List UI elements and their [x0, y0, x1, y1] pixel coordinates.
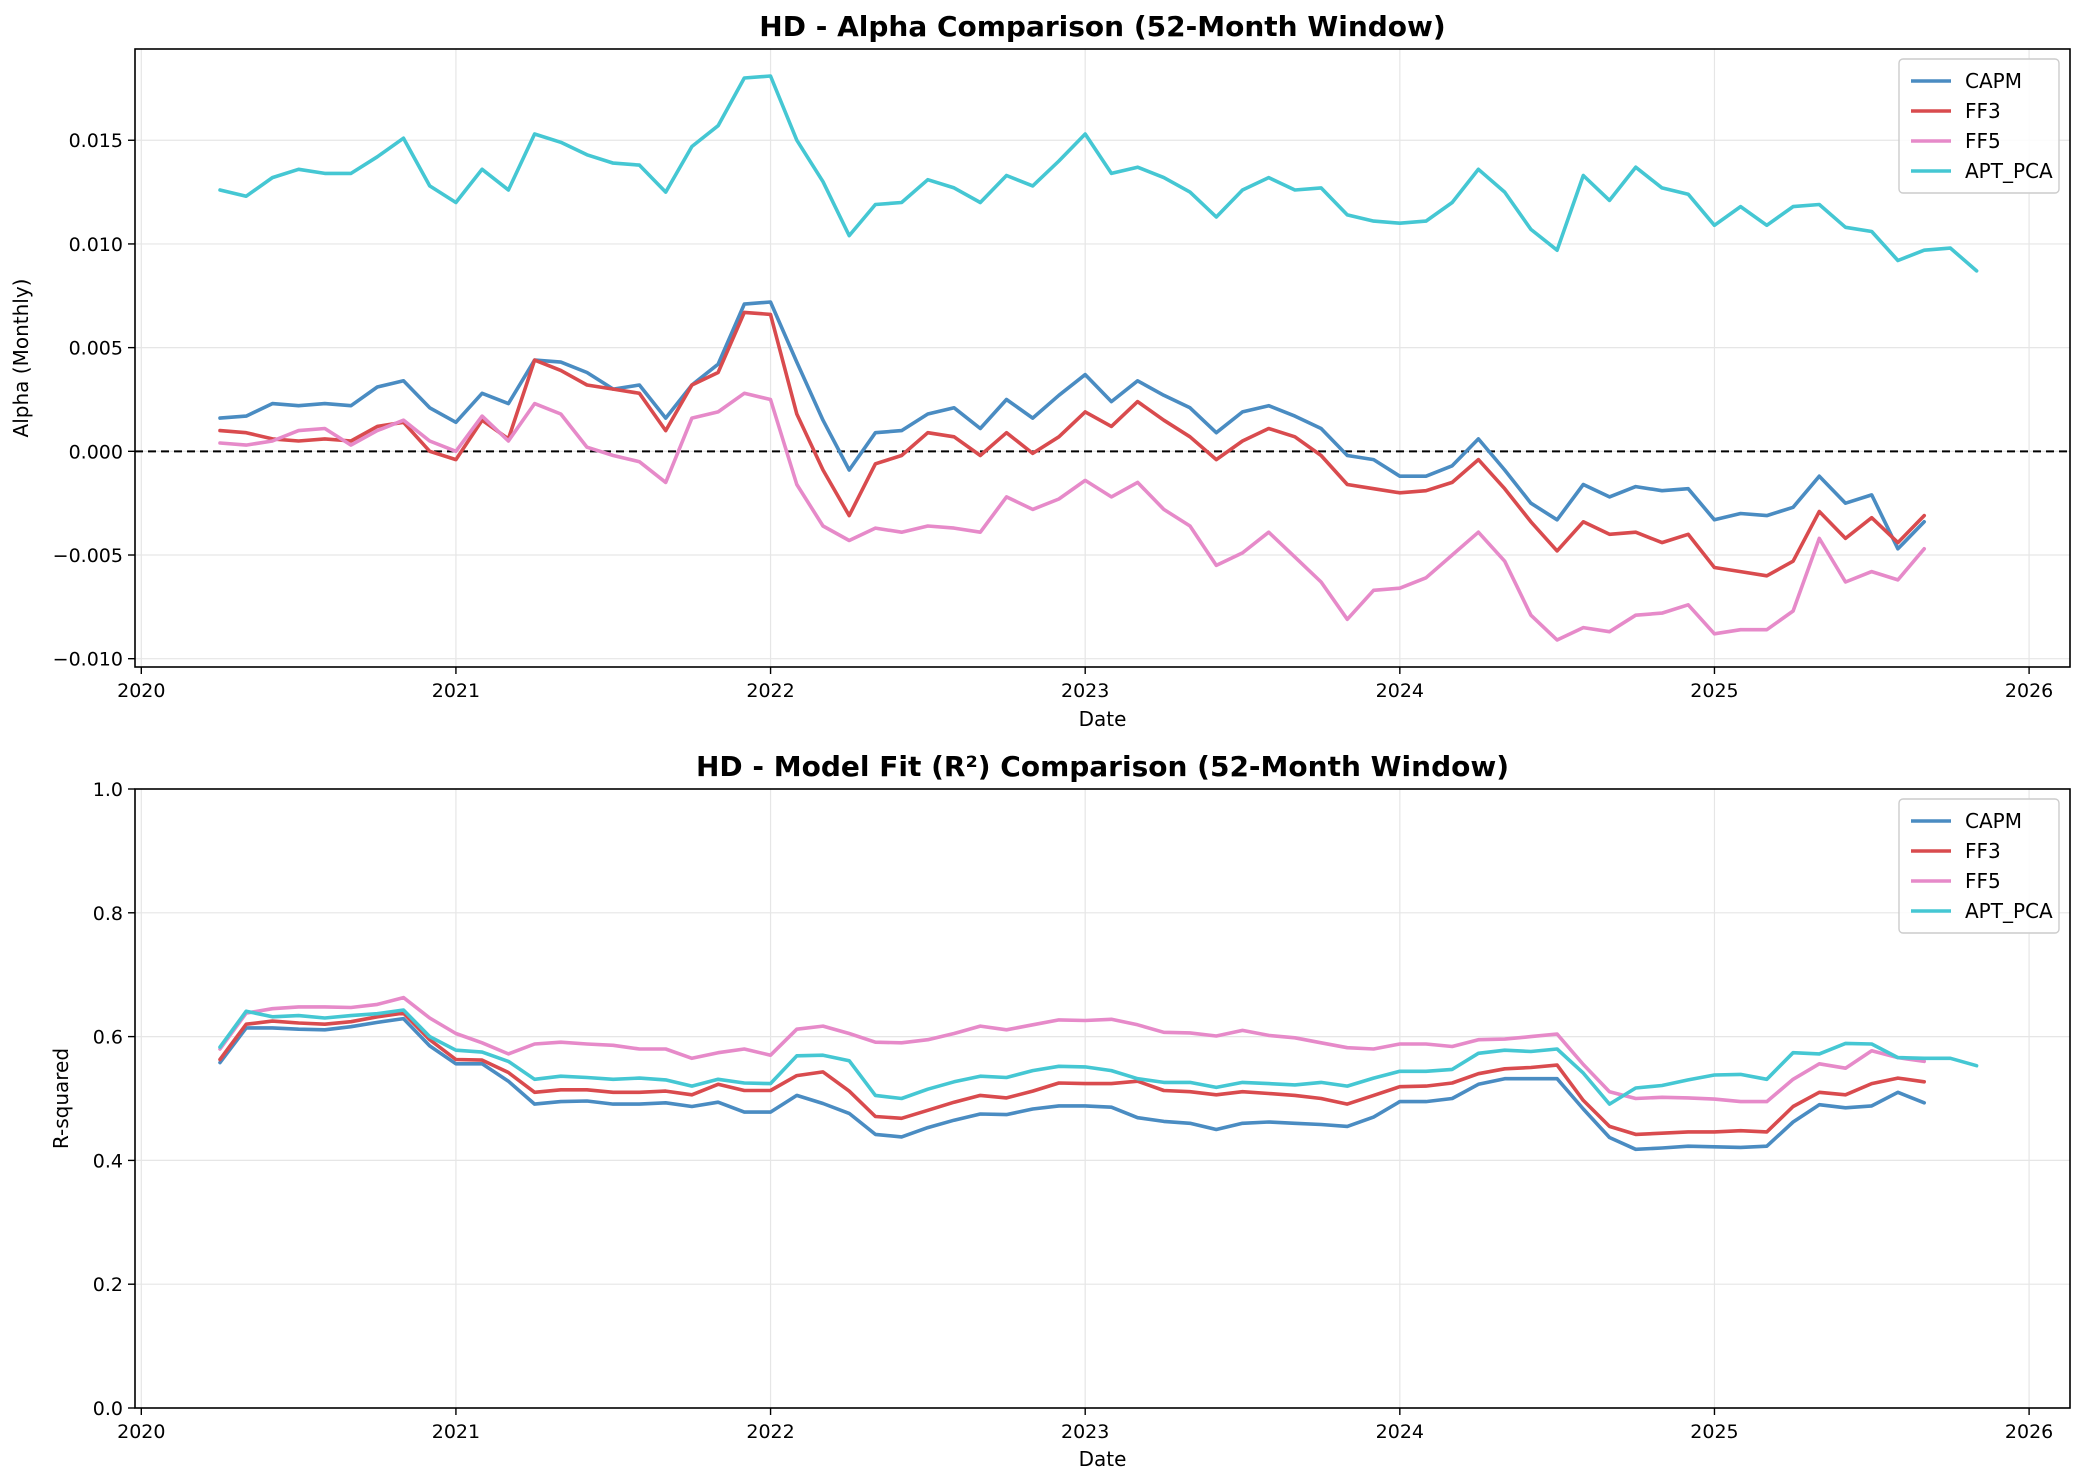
y-tick-label: 0.005 [69, 338, 123, 360]
series-line-capm [218, 300, 1926, 551]
legend-box [1898, 58, 2060, 194]
axes-frame [134, 48, 2071, 668]
y-axis-label: R-squared [49, 1048, 73, 1149]
legend: CAPM FF3 FF5 APT_PCA [1898, 798, 2060, 934]
x-tick-label: 2021 [432, 680, 480, 702]
chart-title: HD - Model Fit (R²) Comparison (52-Month… [696, 750, 1509, 783]
x-tick-label: 2024 [1376, 680, 1424, 702]
y-tick-label: 0.6 [93, 1027, 123, 1049]
y-tick-label: 0.000 [69, 441, 123, 463]
legend-label: CAPM [1965, 69, 2022, 93]
legend-label: APT_PCA [1965, 159, 2053, 183]
series-line-ff3 [218, 310, 1926, 578]
x-tick-label: 2022 [746, 1421, 794, 1443]
legend-label: FF5 [1965, 869, 2001, 893]
series-line-apt-pca [218, 1008, 1979, 1106]
x-tick-label: 2026 [2005, 680, 2053, 702]
legend-box [1898, 798, 2060, 934]
x-tick-label: 2024 [1376, 1421, 1424, 1443]
axes-frame [134, 788, 2071, 1409]
legend-label: FF3 [1965, 99, 2001, 123]
series-line-ff5 [218, 995, 1926, 1104]
x-tick-label: 2020 [117, 680, 165, 702]
x-tick-label: 2026 [2005, 1421, 2053, 1443]
legend-label: APT_PCA [1965, 899, 2053, 923]
y-tick-label: −0.005 [53, 545, 123, 567]
chart-panel-2: 2020 2021 2022 2023 2024 2025 2026 0.0 0.2 0.4 0.6… [49, 750, 2071, 1471]
legend-label: FF3 [1965, 839, 2001, 863]
x-tick-label: 2021 [432, 1421, 480, 1443]
y-tick-label: 0.010 [69, 234, 123, 256]
series-line-ff5 [218, 391, 1926, 642]
legend-label: FF5 [1965, 129, 2001, 153]
legend-label: CAPM [1965, 809, 2022, 833]
x-axis-label: Date [1079, 707, 1127, 731]
x-tick-label: 2025 [1690, 680, 1738, 702]
x-tick-label: 2025 [1690, 1421, 1738, 1443]
series-line-ff3 [218, 1011, 1926, 1137]
y-tick-label: −0.010 [53, 649, 123, 671]
x-tick-label: 2022 [746, 680, 794, 702]
y-axis-label: Alpha (Monthly) [9, 279, 33, 438]
x-axis-label: Date [1079, 1447, 1127, 1471]
legend: CAPM FF3 FF5 APT_PCA [1898, 58, 2060, 194]
chart-panel-1: 2020 2021 2022 2023 2024 2025 2026 −0.010 −0.005… [9, 10, 2071, 731]
y-tick-label: 0.015 [69, 130, 123, 152]
x-tick-label: 2020 [117, 1421, 165, 1443]
y-tick-label: 0.8 [93, 903, 123, 925]
y-tick-label: 0.2 [93, 1274, 123, 1296]
y-tick-label: 0.4 [93, 1150, 123, 1172]
y-tick-label: 1.0 [93, 779, 123, 801]
chart-title: HD - Alpha Comparison (52-Month Window) [759, 10, 1445, 43]
series-line-apt-pca [218, 74, 1979, 273]
series-line-capm [218, 1016, 1926, 1152]
y-tick-label: 0.0 [93, 1398, 123, 1420]
x-tick-label: 2023 [1061, 680, 1109, 702]
x-tick-label: 2023 [1061, 1421, 1109, 1443]
